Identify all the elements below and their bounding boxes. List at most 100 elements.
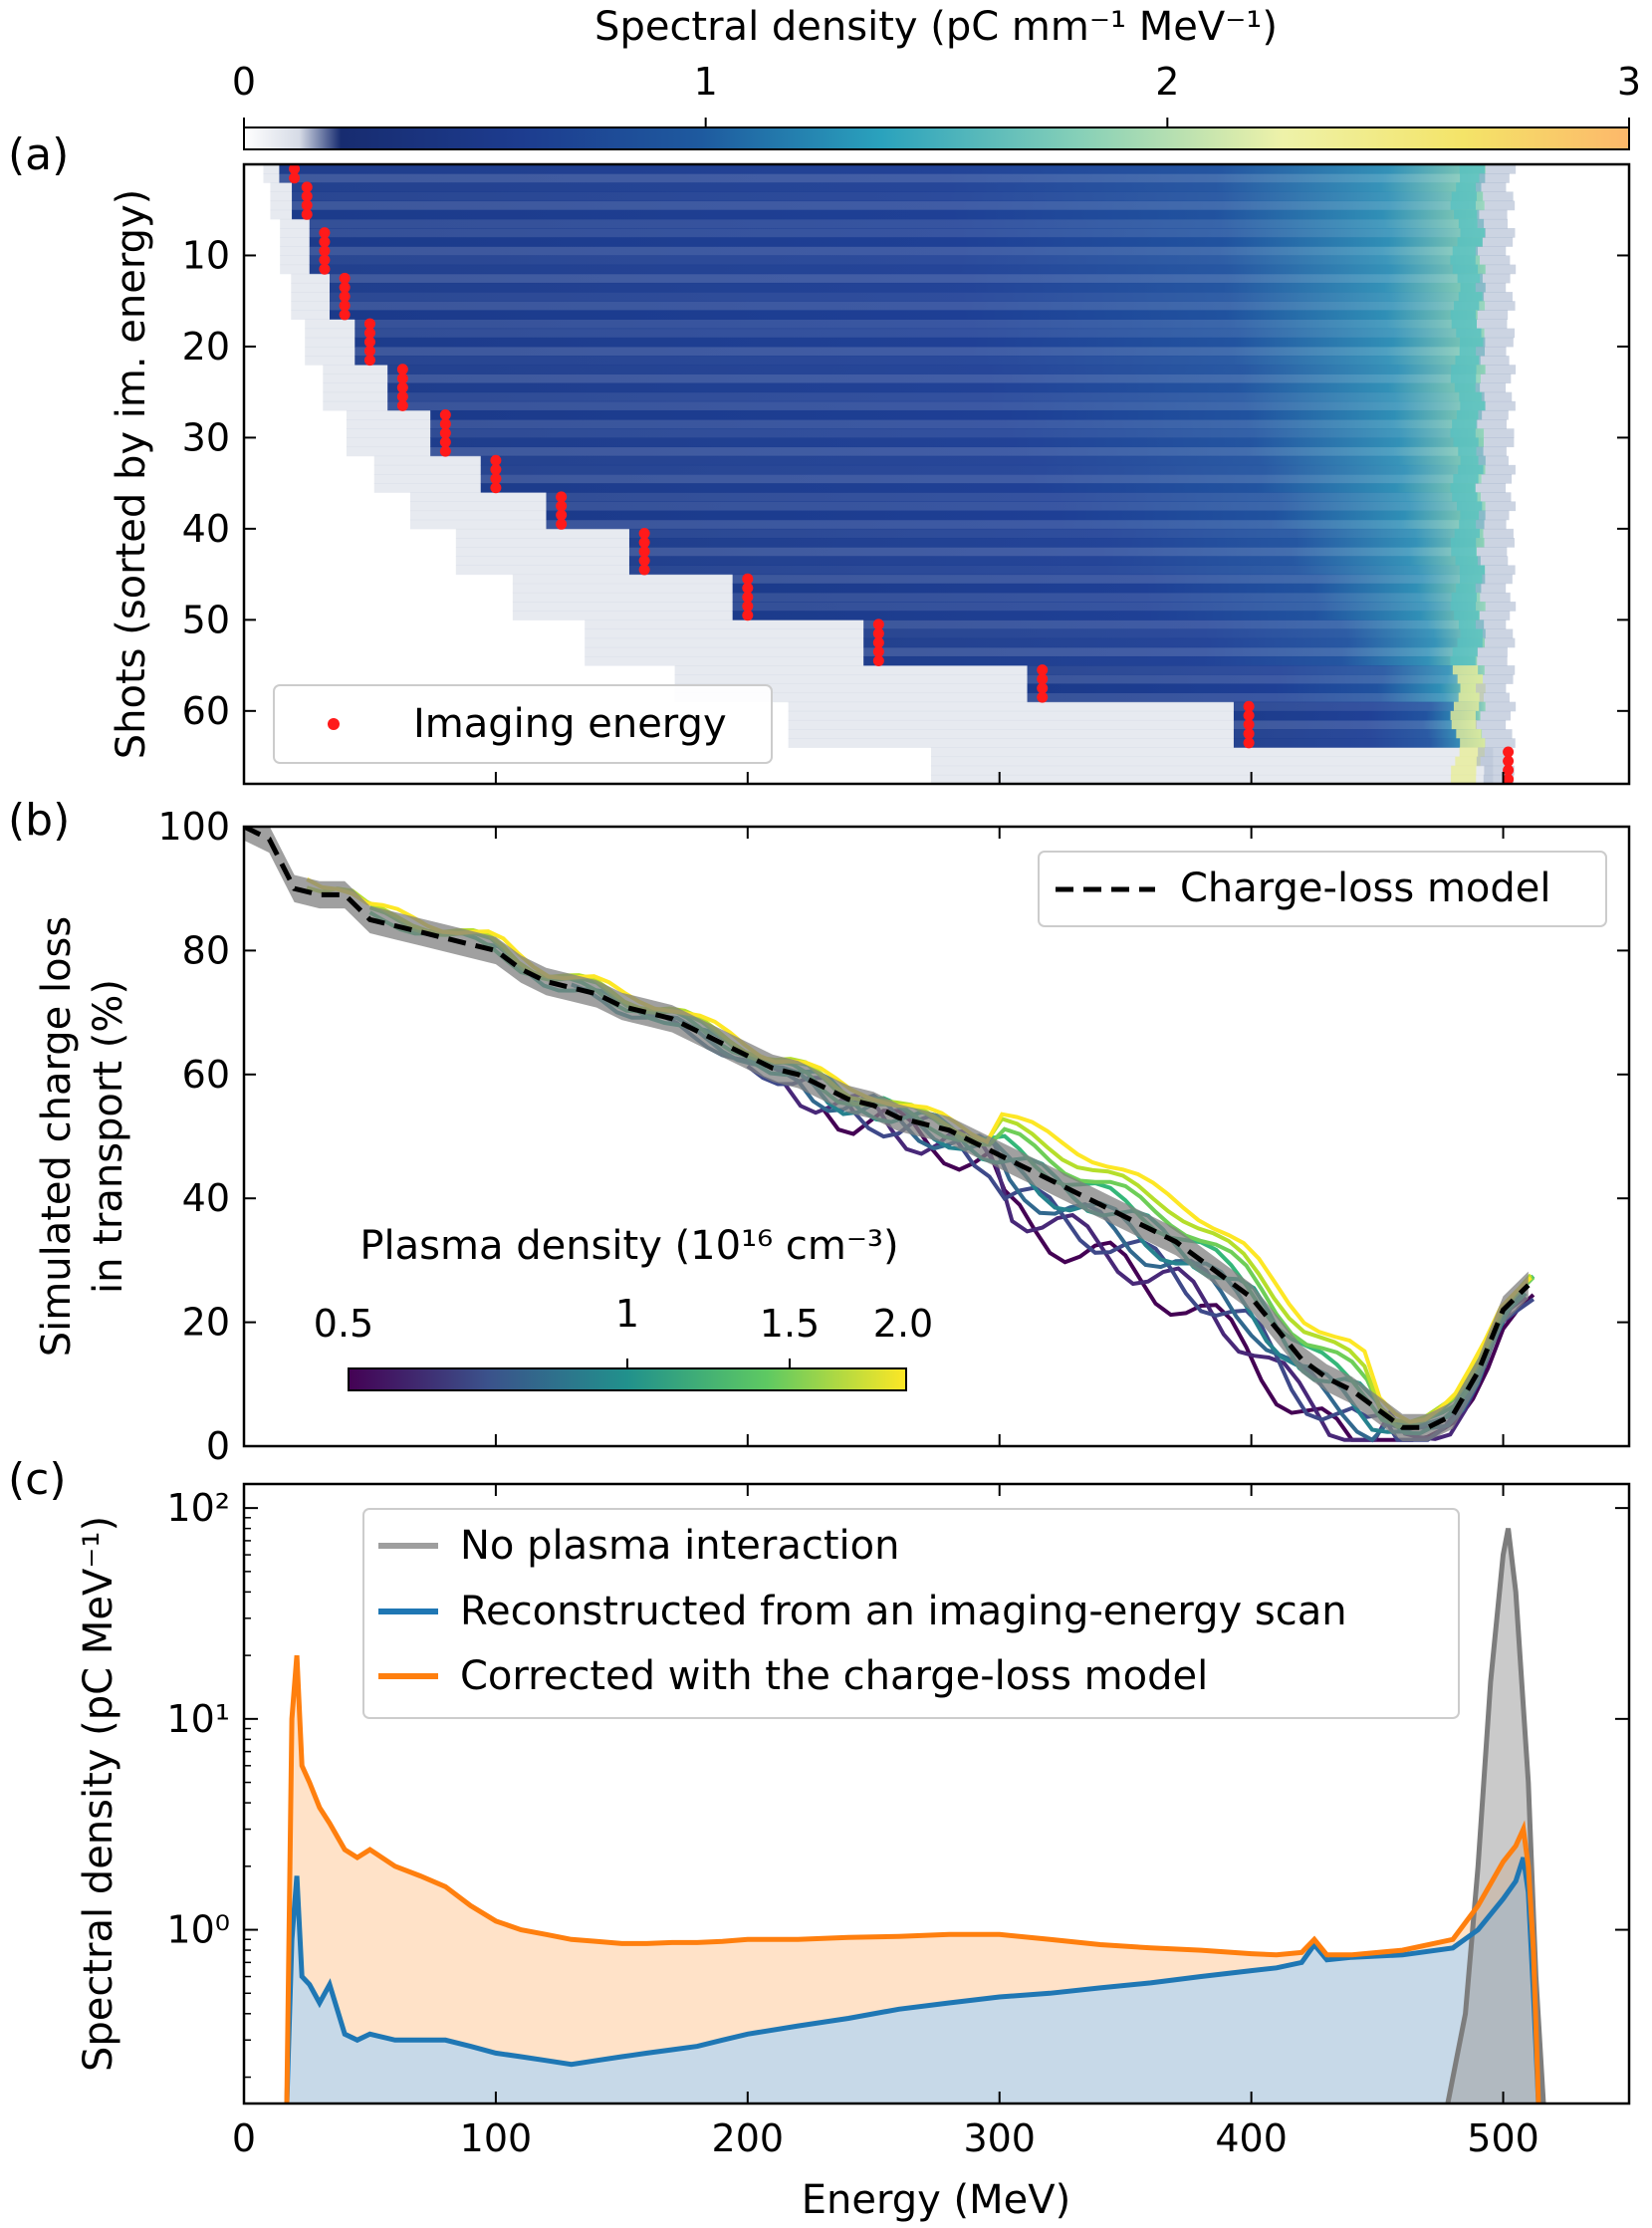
heatmap-row-fade xyxy=(1476,683,1507,694)
imaging-energy-point xyxy=(1037,682,1049,694)
heatmap-row-tail xyxy=(291,301,330,311)
heatmap-row-fade xyxy=(1476,519,1507,530)
heatmap-row-fade xyxy=(1483,337,1514,348)
heatmap-peak-streak xyxy=(1459,346,1486,357)
imaging-energy-point xyxy=(1243,737,1255,749)
heatmap-row-tail xyxy=(373,474,481,484)
heatmap-row-fade xyxy=(1476,419,1507,429)
heatmap-row-tail xyxy=(305,319,355,330)
heatmap-row-fade xyxy=(1476,346,1507,357)
heatmap-peak-streak xyxy=(1452,665,1479,675)
imaging-energy-point xyxy=(396,372,408,384)
heatmap-row-tail xyxy=(930,756,1494,767)
heatmap-row-tail xyxy=(585,637,864,648)
heatmap-row-fade xyxy=(1485,637,1516,648)
heatmap-peak-streak xyxy=(1456,182,1482,192)
heatmap-row-fade xyxy=(1476,446,1507,457)
colorbar-tick-label: 3 xyxy=(1617,60,1641,104)
colorbar-title: Spectral density (pC mm⁻¹ MeV⁻¹) xyxy=(594,4,1278,50)
panel-a-ylabel: Shots (sorted by im. energy) xyxy=(109,189,154,759)
panel-c-x-ticks: 0 100 200 300 400 500 xyxy=(232,1484,1539,2160)
y-tick-label: 10⁰ xyxy=(166,1908,230,1952)
heatmap-row xyxy=(354,356,1480,366)
simulated-lines xyxy=(306,877,1535,1443)
heatmap-row-tail xyxy=(346,409,431,420)
imaging-energy-point xyxy=(872,627,884,639)
heatmap-row-tail xyxy=(280,255,310,266)
imaging-energy-point xyxy=(1503,773,1515,784)
heatmap-peak-streak xyxy=(1453,701,1480,712)
heatmap-row xyxy=(430,409,1479,420)
x-tick-label: 500 xyxy=(1467,2116,1539,2160)
heatmap-row xyxy=(354,328,1485,339)
heatmap-row xyxy=(546,492,1482,502)
plasma-colorbar-gradient xyxy=(348,1367,907,1391)
heatmap-row xyxy=(430,428,1485,438)
heatmap-row-fade xyxy=(1485,701,1517,712)
imaging-energy-point xyxy=(363,336,375,348)
heatmap-row-tail xyxy=(585,646,864,657)
heatmap-row xyxy=(329,273,1481,284)
heatmap-row xyxy=(546,519,1477,530)
heatmap-row xyxy=(628,565,1486,576)
heatmap-row xyxy=(430,446,1477,457)
heatmap-peak-streak xyxy=(1460,173,1486,183)
y-tick-label: 100 xyxy=(157,805,230,849)
heatmap-peak-streak xyxy=(1460,683,1486,694)
heatmap-row xyxy=(309,228,1486,238)
plasma-tick-0-5: 0.5 xyxy=(314,1302,373,1346)
heatmap-row xyxy=(1027,683,1477,694)
panel-b-ylabel-line1: Simulated charge loss xyxy=(34,916,80,1357)
imaging-energy-point xyxy=(319,263,331,275)
legend-no-plasma: No plasma interaction xyxy=(460,1523,899,1569)
heatmap-row-tail xyxy=(455,547,629,557)
heatmap-row-tail xyxy=(280,237,310,247)
imaging-energy-point xyxy=(339,281,351,293)
heatmap-peak-streak xyxy=(1452,646,1478,657)
heatmap-row-tail xyxy=(280,264,310,275)
heatmap-row-tail xyxy=(585,619,864,629)
heatmap-row-fade xyxy=(1475,246,1507,256)
charge-loss-model-line xyxy=(244,827,1531,1430)
imaging-energy-point xyxy=(742,610,754,621)
heatmap-row xyxy=(309,237,1483,247)
legend-marker-imaging xyxy=(328,718,340,730)
imaging-energy-point xyxy=(439,436,451,448)
legend-box xyxy=(1038,851,1607,927)
heatmap-row-fade xyxy=(1477,209,1508,220)
legend-box xyxy=(362,1508,1460,1719)
heatmap-row xyxy=(546,501,1486,512)
heatmap-row xyxy=(732,574,1483,585)
imaging-energy-point xyxy=(396,381,408,393)
heatmap-row-fade xyxy=(1485,602,1517,612)
x-tick-label: 100 xyxy=(460,2116,533,2160)
heatmap-row xyxy=(480,483,1476,493)
heatmap-row-tail xyxy=(512,611,733,620)
heatmap-row xyxy=(863,628,1483,639)
imaging-energy-point xyxy=(556,509,568,521)
heatmap-row-tail xyxy=(788,729,1234,739)
panel-b-x-ticks xyxy=(243,827,1505,1446)
heatmap-row-tail xyxy=(512,574,733,585)
imaging-energy-point xyxy=(638,555,650,567)
heatmap-row-fade xyxy=(1482,628,1514,639)
imaging-energy-point xyxy=(1243,700,1255,712)
imaging-energy-point xyxy=(742,573,754,585)
y-tick-label: 80 xyxy=(182,928,230,972)
heatmap-row xyxy=(1233,719,1476,730)
imaging-energy-point xyxy=(1243,719,1255,731)
heatmap-row-fade xyxy=(1478,409,1509,420)
imaging-energy-point xyxy=(872,645,884,657)
imaging-energy-point xyxy=(638,537,650,549)
heatmap-row-fade xyxy=(1479,692,1510,703)
heatmap-row xyxy=(387,382,1476,393)
y-tick-label: 40 xyxy=(182,507,230,551)
heatmap-row-tail xyxy=(323,400,388,411)
imaging-energy-point xyxy=(339,291,351,303)
x-tick-label: 400 xyxy=(1215,2116,1288,2160)
heatmap-peak-streak xyxy=(1454,382,1481,393)
heatmap-peak-streak xyxy=(1451,319,1477,330)
heatmap-row-fade xyxy=(1477,655,1508,666)
heatmap-row xyxy=(430,419,1477,429)
imaging-energy-point xyxy=(301,181,313,193)
